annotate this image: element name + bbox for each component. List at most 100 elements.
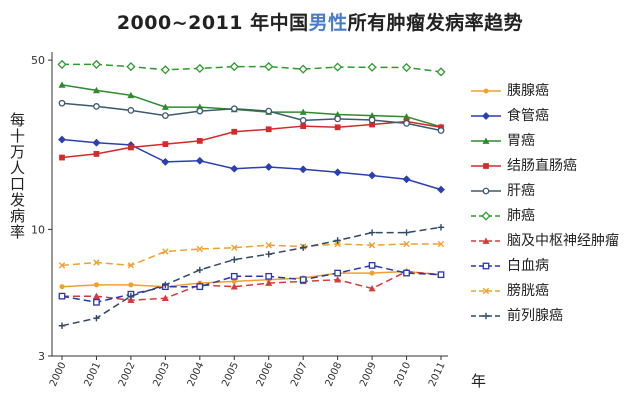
series-line (61, 226, 442, 327)
data-point (299, 276, 307, 284)
series-line (61, 84, 442, 128)
legend-swatch (471, 312, 501, 320)
data-point (92, 138, 101, 147)
data-point (93, 282, 100, 288)
data-point (57, 59, 67, 70)
x-tick-label: 2010 (393, 361, 414, 389)
data-point (368, 112, 376, 119)
data-point (231, 278, 237, 284)
data-point (368, 262, 376, 269)
series-line (62, 270, 442, 301)
data-point (127, 91, 135, 99)
y-tick-label: 3 (38, 350, 45, 363)
data-point (368, 116, 376, 124)
data-point (161, 112, 169, 119)
data-point (161, 294, 169, 301)
data-point (93, 298, 100, 306)
data-point (334, 124, 341, 131)
legend-swatch (471, 88, 501, 94)
data-point (369, 121, 375, 128)
data-point (437, 271, 445, 279)
data-point (403, 229, 410, 236)
data-point (299, 165, 308, 174)
data-point (196, 107, 204, 115)
y-axis-label: 每十万人口发病率 (8, 112, 26, 240)
data-point (93, 314, 100, 322)
series-line (61, 243, 441, 267)
series-3 (58, 81, 445, 130)
legend-swatch (471, 163, 501, 169)
data-point (300, 123, 307, 129)
data-point (437, 224, 445, 231)
x-tick-label: 2011 (427, 361, 448, 389)
data-point (58, 99, 66, 107)
data-point (231, 128, 238, 135)
data-point (333, 62, 343, 72)
legend-marker (481, 211, 491, 221)
data-point (265, 279, 273, 286)
legend-label: 胰腺癌 (507, 83, 549, 99)
x-axis-label: 年 (471, 372, 487, 390)
data-point (334, 237, 341, 244)
data-point (230, 105, 238, 113)
x-tick-label: 2008 (324, 361, 345, 389)
y-tick-label: 10 (31, 223, 45, 236)
data-point (265, 126, 272, 133)
legend-marker (483, 163, 489, 169)
series-4 (59, 118, 444, 161)
data-point (368, 229, 376, 236)
data-point (334, 240, 341, 248)
data-point (333, 168, 342, 177)
series-line (61, 264, 442, 304)
x-tick-label: 2005 (220, 361, 241, 389)
data-point (299, 108, 307, 115)
x-tick-label: 2007 (289, 361, 310, 389)
legend-swatch (471, 287, 501, 295)
data-point (231, 244, 238, 251)
x-tick-label: 2003 (151, 361, 172, 389)
series-line (62, 63, 442, 73)
data-point (93, 103, 100, 110)
legend-marker (481, 111, 491, 121)
legend-marker (482, 312, 490, 320)
series-line (61, 120, 442, 159)
x-tick-label: 2009 (358, 361, 379, 389)
data-point (368, 171, 377, 180)
data-point (265, 107, 273, 115)
data-point (264, 162, 273, 172)
legend-marker (483, 88, 489, 94)
legend-label: 结肠直肠癌 (507, 158, 577, 174)
data-point (127, 292, 135, 300)
data-point (196, 245, 204, 253)
legend-marker (482, 262, 490, 270)
data-point (58, 292, 66, 300)
legend-label: 膀胱癌 (507, 283, 549, 299)
data-point (334, 276, 342, 283)
data-point (92, 292, 100, 299)
data-point (403, 240, 410, 248)
data-point (401, 62, 412, 73)
legend-swatch (471, 137, 501, 144)
series-1 (59, 268, 444, 290)
data-point (59, 154, 65, 161)
data-point (231, 256, 238, 263)
x-tick-label: 2000 (48, 361, 69, 389)
legend-label: 肝癌 (507, 183, 535, 199)
data-point (299, 116, 307, 124)
data-point (403, 269, 410, 277)
data-point (299, 244, 307, 251)
data-point (265, 242, 272, 249)
data-point (230, 283, 238, 290)
data-point (58, 262, 66, 269)
legend-label: 食管癌 (507, 108, 549, 124)
data-point (437, 127, 445, 134)
data-point (126, 62, 136, 72)
legend-marker (482, 287, 490, 295)
data-point (264, 62, 274, 72)
data-point (162, 141, 169, 147)
legend-label: 胃癌 (507, 133, 535, 149)
data-point (57, 135, 67, 144)
data-point (403, 120, 410, 127)
series-5 (58, 99, 445, 134)
series-group (57, 59, 446, 329)
